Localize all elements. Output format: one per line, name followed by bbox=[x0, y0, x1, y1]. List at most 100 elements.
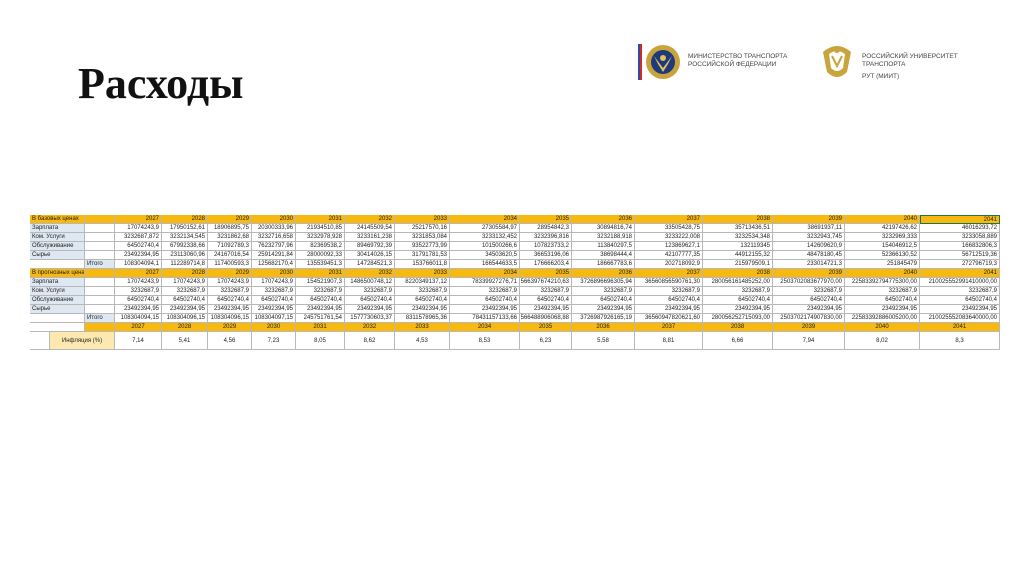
year-header: 2038 bbox=[703, 215, 773, 224]
inflation-cell: 7,94 bbox=[773, 332, 845, 350]
inflation-cell: 7,14 bbox=[115, 332, 162, 350]
row-label: Ком. Услуги bbox=[30, 233, 85, 242]
year-header: 2029 bbox=[208, 269, 252, 278]
value-cell: 3232969,333 bbox=[845, 233, 920, 242]
value-cell: 38691937,11 bbox=[773, 224, 845, 233]
value-cell: 3233058,889 bbox=[920, 233, 1000, 242]
value-cell: 3232687,9 bbox=[252, 287, 296, 296]
ministry-emblem bbox=[635, 43, 680, 81]
value-cell: 46016293,72 bbox=[920, 224, 1000, 233]
year-header: 2030 bbox=[252, 269, 296, 278]
value-cell: 64502740,4 bbox=[773, 296, 845, 305]
total-cell: 210025552083640000,00 bbox=[920, 314, 1000, 323]
value-cell: 24145509,54 bbox=[345, 224, 395, 233]
value-cell: 142609620,9 bbox=[773, 242, 845, 251]
year-header: 2028 bbox=[162, 269, 208, 278]
value-cell: 28954842,3 bbox=[520, 224, 572, 233]
slide-title: Расходы bbox=[78, 59, 244, 108]
year-header: 2035 bbox=[520, 269, 572, 278]
value-cell: 3231862,68 bbox=[208, 233, 252, 242]
year-header: 2033 bbox=[395, 215, 450, 224]
value-cell: 3233222,008 bbox=[635, 233, 703, 242]
blank-cell bbox=[85, 224, 115, 233]
value-cell: 28000092,33 bbox=[296, 251, 345, 260]
value-cell: 23113060,96 bbox=[162, 251, 208, 260]
value-cell: 1486500748,12 bbox=[345, 278, 395, 287]
value-cell: 17074243,9 bbox=[115, 278, 162, 287]
total-cell: 166544633,5 bbox=[450, 260, 520, 269]
year-header: 2030 bbox=[252, 323, 296, 332]
total-cell: 3726987926165,19 bbox=[572, 314, 635, 323]
year-header: 2030 bbox=[252, 215, 296, 224]
total-cell: 8311578965,36 bbox=[395, 314, 450, 323]
blank-cell bbox=[30, 260, 85, 269]
value-cell: 64502740,4 bbox=[208, 296, 252, 305]
value-cell: 64502740,4 bbox=[345, 296, 395, 305]
blank-cell bbox=[30, 323, 85, 332]
total-cell: 125682170,4 bbox=[252, 260, 296, 269]
year-header: 2035 bbox=[520, 215, 572, 224]
year-header: 2031 bbox=[296, 215, 345, 224]
value-cell: 23492394,95 bbox=[115, 251, 162, 260]
inflation-cell: 7,23 bbox=[252, 332, 296, 350]
blank-cell bbox=[85, 269, 115, 278]
university-emblem bbox=[823, 46, 851, 77]
value-cell: 3232134,545 bbox=[162, 233, 208, 242]
value-cell: 154521907,3 bbox=[296, 278, 345, 287]
total-cell: 1577730603,37 bbox=[345, 314, 395, 323]
year-header: 2034 bbox=[450, 269, 520, 278]
value-cell: 113840297,5 bbox=[572, 242, 635, 251]
inflation-label: Инфляция (%) bbox=[50, 332, 115, 350]
value-cell: 33505428,75 bbox=[635, 224, 703, 233]
value-cell: 71092789,3 bbox=[208, 242, 252, 251]
value-cell: 280056161485252,00 bbox=[703, 278, 773, 287]
value-cell: 107823733,2 bbox=[520, 242, 572, 251]
value-cell: 3233161,238 bbox=[345, 233, 395, 242]
total-cell: 153766011,8 bbox=[395, 260, 450, 269]
year-header: 2041 bbox=[920, 269, 1000, 278]
blank-cell bbox=[85, 323, 115, 332]
value-cell: 23492394,95 bbox=[773, 305, 845, 314]
value-cell: 89469792,39 bbox=[345, 242, 395, 251]
value-cell: 30894816,74 bbox=[572, 224, 635, 233]
value-cell: 23492394,95 bbox=[395, 305, 450, 314]
year-header: 2037 bbox=[635, 215, 703, 224]
value-cell: 3232687,9 bbox=[845, 287, 920, 296]
total-cell: 108304094,15 bbox=[115, 314, 162, 323]
value-cell: 3232687,9 bbox=[773, 287, 845, 296]
value-cell: 64502740,4 bbox=[296, 296, 345, 305]
total-cell: 78431157133,66 bbox=[450, 314, 520, 323]
blank-cell bbox=[30, 314, 85, 323]
value-cell: 31791781,53 bbox=[395, 251, 450, 260]
value-cell: 21934510,85 bbox=[296, 224, 345, 233]
value-cell: 56712519,36 bbox=[920, 251, 1000, 260]
value-cell: 210025552991410000,00 bbox=[920, 278, 1000, 287]
logo-line: МИНИСТЕРСТВО ТРАНСПОРТА bbox=[688, 53, 788, 60]
year-header: 2034 bbox=[450, 215, 520, 224]
value-cell: 38698444,4 bbox=[572, 251, 635, 260]
total-cell: 280056252715093,00 bbox=[703, 314, 773, 323]
value-cell: 3232687,9 bbox=[450, 287, 520, 296]
value-cell: 17074243,9 bbox=[208, 278, 252, 287]
value-cell: 3231853,084 bbox=[395, 233, 450, 242]
value-cell: 23492394,95 bbox=[845, 305, 920, 314]
value-cell: 36653196,06 bbox=[520, 251, 572, 260]
value-cell: 3232534,348 bbox=[703, 233, 773, 242]
year-header: 2032 bbox=[345, 215, 395, 224]
logo-line: РОССИЙСКИЙ УНИВЕРСИТЕТ bbox=[862, 53, 958, 60]
value-cell: 3232943,745 bbox=[773, 233, 845, 242]
inflation-cell: 8,81 bbox=[635, 332, 703, 350]
row-label: Сырье bbox=[30, 251, 85, 260]
value-cell: 64502740,4 bbox=[115, 296, 162, 305]
year-header: 2036 bbox=[572, 215, 635, 224]
year-header: 2029 bbox=[208, 323, 252, 332]
year-header: 2029 bbox=[208, 215, 252, 224]
value-cell: 18906895,75 bbox=[208, 224, 252, 233]
total-cell: 233014721,3 bbox=[773, 260, 845, 269]
total-cell: 108304094,1 bbox=[115, 260, 162, 269]
value-cell: 64502740,4 bbox=[572, 296, 635, 305]
value-cell: 64502740,4 bbox=[450, 296, 520, 305]
value-cell: 42107777,35 bbox=[635, 251, 703, 260]
total-cell: 566488906068,88 bbox=[520, 314, 572, 323]
value-cell: 34503620,5 bbox=[450, 251, 520, 260]
